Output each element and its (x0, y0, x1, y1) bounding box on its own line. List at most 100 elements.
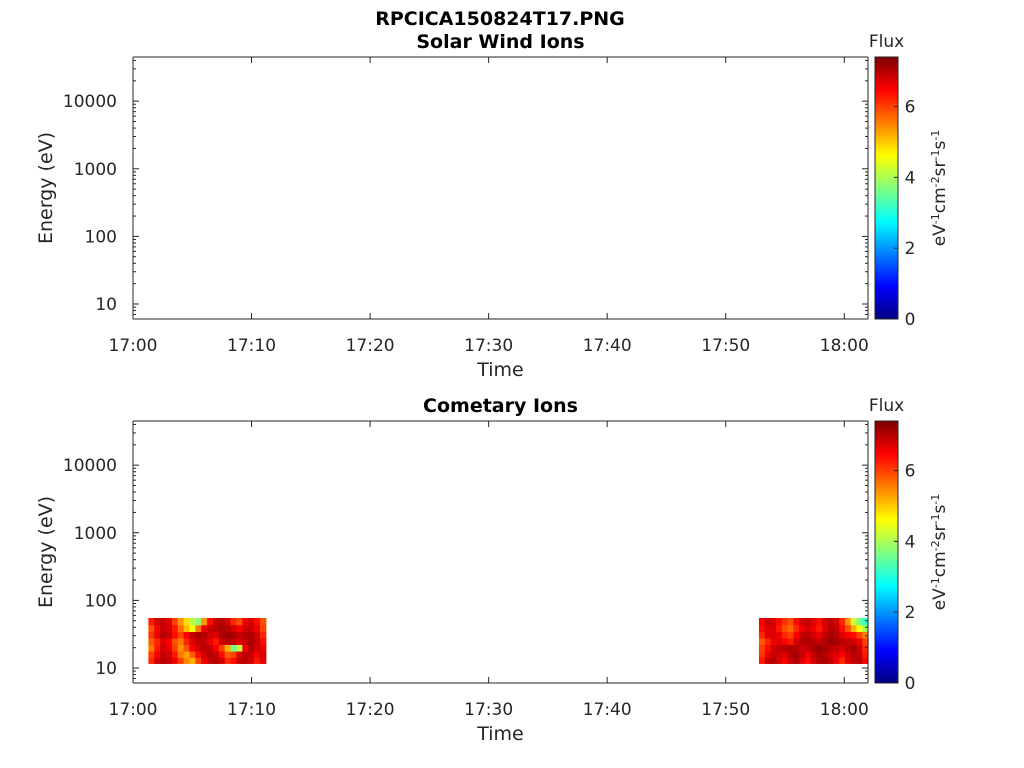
colorbar-segment (875, 554, 898, 557)
colorbar-segment (875, 514, 898, 518)
colorbar-segment (875, 253, 898, 257)
colorbar-unit-label: eV-1cm-2sr-1s-1 (929, 494, 951, 611)
spectrogram-cell (254, 617, 261, 626)
colorbar-segment (875, 87, 898, 91)
spectrogram-cell (758, 637, 766, 645)
colorbar-segment (875, 155, 898, 158)
colorbar-segment (875, 146, 898, 150)
colorbar-segment (875, 163, 898, 167)
spectrogram-cell (148, 650, 155, 658)
colorbar-segment (875, 109, 898, 113)
colorbar-segment (875, 445, 898, 448)
spectrogram-cell (154, 624, 161, 633)
colorbar-segment (875, 438, 898, 442)
spectrogram-cell (776, 644, 783, 652)
colorbar-segment (875, 591, 898, 594)
spectrogram-cell (171, 657, 179, 664)
spectrogram-cell (195, 624, 202, 633)
colorbar-segment (875, 634, 898, 638)
colorbar-segment (875, 449, 898, 453)
spectrogram-cell (160, 637, 167, 645)
colorbar-segment (875, 133, 898, 137)
spectrogram-cell (799, 637, 806, 645)
spectrogram-cell (758, 650, 766, 658)
spectrogram-cell (781, 644, 789, 652)
spectrogram-cell (189, 637, 196, 645)
spectrogram-cell (207, 657, 214, 664)
colorbar-tick-label: 2 (905, 603, 916, 623)
spectrogram-cell (850, 637, 858, 645)
y-tick-label: 100 (85, 591, 117, 611)
spectrogram-cell (845, 644, 852, 652)
spectrogram-cell (259, 657, 267, 664)
colorbar-segment (875, 508, 898, 512)
spectrogram-cell (827, 637, 835, 645)
colorbar-segment (875, 170, 898, 174)
spectrogram-cell (839, 644, 846, 652)
colorbar-segment (875, 637, 898, 640)
spectrogram-cell (816, 624, 823, 633)
spectrogram-cells (148, 617, 869, 664)
spectrogram-cell (259, 624, 267, 633)
spectrogram-cell (856, 657, 863, 664)
x-tick-label: 17:10 (227, 336, 276, 356)
spectrogram-cell (195, 617, 202, 626)
spectrogram-cell (212, 657, 220, 664)
colorbar-segment (875, 421, 898, 424)
colorbar-segment (875, 290, 898, 294)
spectrogram-cell (827, 657, 835, 664)
colorbar-segment (875, 310, 898, 313)
colorbar-segment (875, 460, 898, 463)
spectrogram-cell (254, 644, 261, 652)
spectrogram-cell (230, 650, 238, 658)
colorbar-segment (875, 672, 898, 675)
spectrogram-cell (793, 631, 800, 639)
spectrogram-cell (827, 624, 835, 633)
colorbar-segment (875, 126, 898, 130)
colorbar-segment (875, 115, 898, 119)
y-axis-label: Energy (eV) (35, 496, 57, 608)
spectrogram-cell (177, 631, 185, 639)
colorbar-segment (875, 610, 898, 614)
colorbar-segment (875, 626, 898, 629)
colorbar-segment (875, 471, 898, 474)
colorbar-segment (875, 244, 898, 248)
spectrogram-cell (787, 644, 794, 652)
spectrogram-cell (259, 631, 267, 639)
spectrogram-cell (230, 637, 238, 645)
spectrogram-cell (845, 657, 852, 664)
colorbar: 0 2 4 6 Flux eV-1cm-2sr-1s-1 (869, 396, 950, 694)
colorbar-segment (875, 94, 898, 97)
spectrogram-cell (776, 637, 783, 645)
spectrogram-cell (776, 617, 783, 626)
spectrogram-cell (781, 657, 789, 664)
x-axis-label: Time (476, 723, 524, 745)
colorbar-segment (875, 303, 898, 307)
x-tick-label: 17:50 (701, 336, 750, 356)
spectrogram-cell (827, 650, 835, 658)
colorbar-tick-label: 4 (905, 168, 916, 188)
spectrogram-cell (833, 617, 840, 626)
colorbar-segment (875, 246, 898, 250)
colorbar-segment (875, 547, 898, 551)
colorbar-segment (875, 262, 898, 265)
spectrogram-cell (207, 631, 214, 639)
colorbar-segment (875, 120, 898, 123)
y-tick-label: 10000 (63, 456, 117, 476)
colorbar-segment (875, 231, 898, 235)
colorbar-segment (875, 578, 898, 581)
colorbar-segment (875, 192, 898, 196)
spectrogram-cell (242, 631, 249, 639)
colorbar-segment (875, 148, 898, 152)
spectrogram-cell (242, 637, 249, 645)
spectrogram-cell (195, 631, 202, 639)
spectrogram-cell (816, 631, 823, 639)
colorbar-segment (875, 650, 898, 653)
spectrogram-cell (248, 644, 255, 652)
spectrogram-cell (195, 644, 202, 652)
spectrogram-cell (781, 650, 789, 658)
spectrogram-cell (833, 650, 840, 658)
spectrogram-cell (212, 617, 220, 626)
spectrogram-cell (166, 617, 173, 626)
